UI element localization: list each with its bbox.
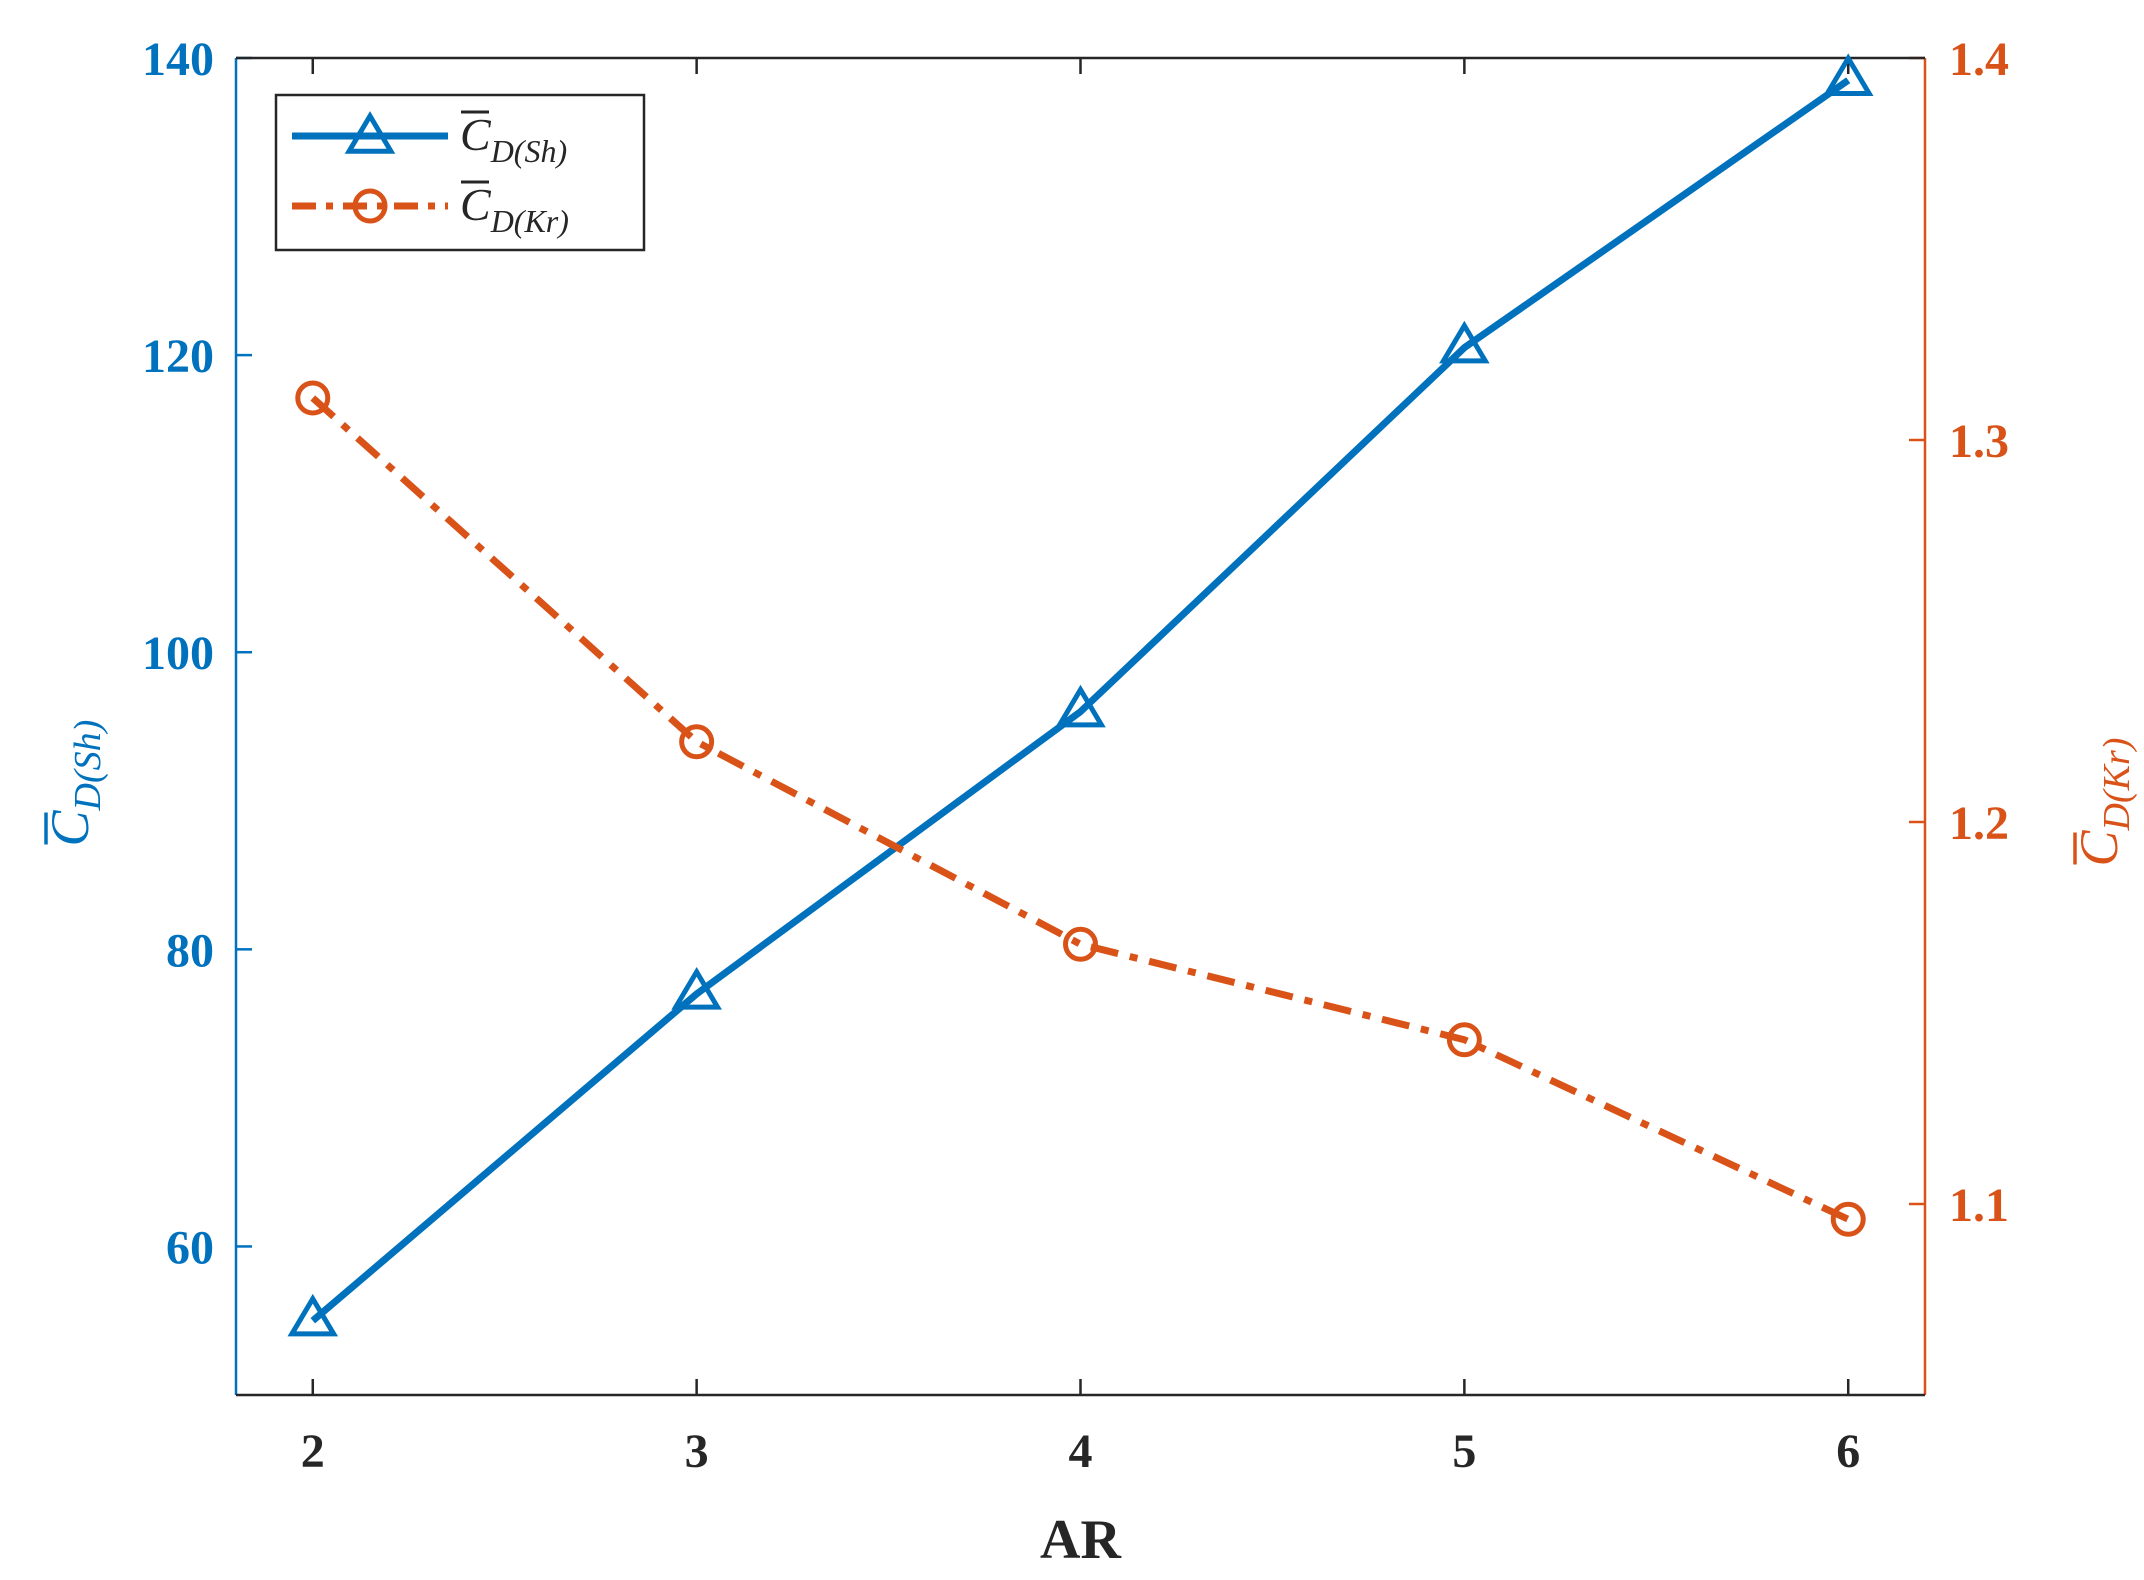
left-tick-label: 80: [166, 924, 214, 977]
right-tick-label: 1.4: [1949, 33, 2009, 86]
x-tick-label: 4: [1069, 1425, 1093, 1478]
legend: CD(Sh) CD(Kr): [274, 93, 646, 252]
right-tick-label: 1.1: [1949, 1179, 2009, 1232]
legend-marker-triangle: [344, 111, 396, 154]
x-tick-label: 3: [685, 1425, 709, 1478]
legend-box: [274, 93, 646, 252]
x-axis: 2 3 4 5 6: [236, 56, 1925, 1478]
y-axis-left-label: CD(Sh): [40, 720, 109, 847]
right-tick-label: 1.3: [1949, 415, 2009, 468]
data-point-kr: [1063, 926, 1098, 962]
left-tick-label: 100: [142, 627, 214, 680]
legend-entry-kr: CD(Kr): [460, 179, 569, 239]
data-point-kr: [295, 380, 331, 416]
data-point-kr: [1446, 1022, 1482, 1058]
left-tick-label: 140: [142, 33, 214, 86]
data-point-kr: [1830, 1201, 1866, 1237]
data-point-sh: [1439, 320, 1490, 364]
plot-lines: [287, 53, 1874, 1337]
left-axis: 60 80 100 120 140: [142, 33, 252, 1395]
x-tick-label: 6: [1836, 1425, 1860, 1478]
math-label: CD(Kr): [2069, 738, 2138, 867]
math-label: CD(Sh): [40, 720, 109, 847]
data-point-sh: [1055, 684, 1106, 728]
legend-entry-sh: CD(Sh): [460, 109, 567, 169]
data-point-kr: [679, 724, 715, 760]
right-tick-label: 1.2: [1949, 797, 2009, 850]
legend-marker-circle: [352, 188, 388, 224]
y-axis-right-label: CD(Kr): [2069, 738, 2138, 867]
x-tick-label: 2: [301, 1425, 325, 1478]
series-line-sh: [310, 77, 1851, 1324]
series-line-kr: [310, 395, 1850, 1223]
left-tick-label: 60: [166, 1221, 214, 1274]
data-point-sh: [287, 1293, 339, 1337]
left-tick-label: 120: [142, 330, 214, 383]
data-point-sh: [1822, 53, 1874, 96]
right-axis: 1.1 1.2 1.3 1.4: [1909, 33, 2009, 1395]
x-tick-label: 5: [1452, 1425, 1476, 1478]
data-point-sh: [671, 967, 722, 1010]
x-axis-label: AR: [1040, 1509, 1121, 1571]
